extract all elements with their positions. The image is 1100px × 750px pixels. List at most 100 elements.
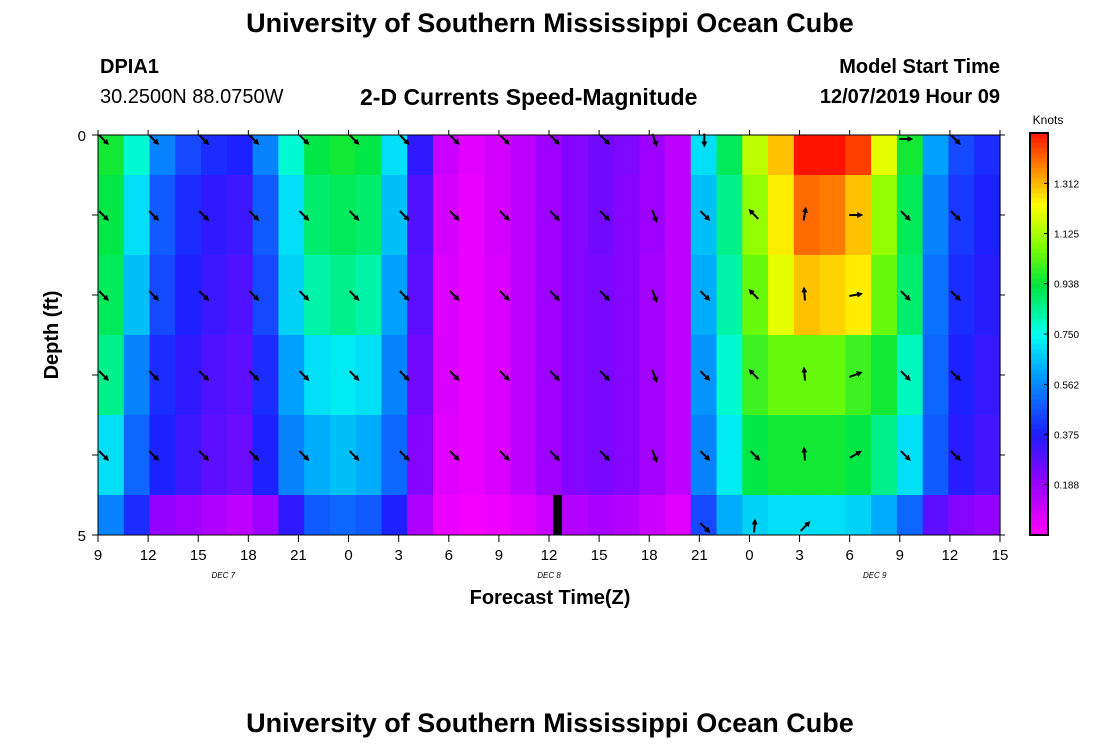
heatmap-cell — [123, 135, 151, 175]
x-tick-label: 3 — [795, 547, 803, 564]
current-arrow — [98, 210, 110, 222]
colorbar-segment — [1030, 138, 1048, 144]
heatmap-cell — [510, 335, 537, 415]
colorbar-segment — [1030, 444, 1048, 451]
heatmap-cell — [252, 255, 279, 335]
heatmap-cell — [845, 415, 872, 495]
current-arrow — [849, 291, 864, 298]
colorbar-segment — [1030, 238, 1048, 245]
heatmap-cell — [793, 335, 821, 415]
page-title: University of Southern Mississippi Ocean… — [246, 8, 854, 38]
colorbar-tick-label: 1.312 — [1054, 179, 1079, 190]
colorbar-segment — [1030, 323, 1048, 330]
colorbar-segment — [1030, 263, 1048, 270]
heatmap-cell — [664, 335, 692, 415]
x-tick-label: 15 — [992, 547, 1009, 564]
current-arrow — [399, 450, 410, 462]
heatmap-cell — [819, 135, 846, 175]
current-arrow — [449, 370, 460, 382]
heatmap-cell — [226, 495, 254, 535]
x-tick-label: 9 — [94, 547, 102, 564]
colorbar-segment — [1030, 349, 1048, 355]
colorbar-tick-label: 0.938 — [1054, 280, 1079, 291]
heatmap-cell — [716, 255, 743, 335]
heatmap-cell — [226, 415, 254, 495]
heatmap-cell — [974, 495, 1001, 535]
heatmap-cell — [458, 255, 486, 335]
current-arrow — [599, 210, 611, 222]
heatmap-cell — [278, 335, 305, 415]
colorbar-segment — [1030, 369, 1048, 375]
heatmap-cell — [123, 335, 151, 415]
heatmap-cell — [561, 255, 589, 335]
current-arrow — [549, 450, 561, 462]
colorbar-segment — [1030, 163, 1048, 169]
colorbar-tick-label: 0.750 — [1054, 330, 1079, 341]
heatmap-cell — [433, 335, 460, 415]
heatmap-cell — [484, 495, 511, 535]
heatmap-cell — [201, 255, 228, 335]
heatmap-cell — [175, 415, 202, 495]
heatmap-cell — [278, 135, 305, 175]
current-arrow — [849, 450, 862, 459]
current-arrow — [298, 290, 310, 302]
colorbar-segment — [1030, 344, 1048, 350]
heatmap-cell — [845, 335, 872, 415]
colorbar-segment — [1030, 273, 1048, 280]
current-arrow — [900, 290, 911, 302]
current-arrow — [198, 370, 210, 382]
colorbar-segment — [1030, 258, 1048, 265]
x-tick-label: 0 — [745, 547, 753, 564]
heatmap-cell — [536, 255, 563, 335]
heatmap-cell — [355, 495, 383, 535]
heatmap-cell — [613, 135, 640, 175]
current-arrow — [651, 289, 658, 304]
heatmap-cell — [793, 255, 821, 335]
colorbar-segment — [1030, 228, 1048, 235]
current-arrow — [248, 450, 260, 462]
colorbar-segment — [1030, 499, 1048, 506]
heatmap-cell — [948, 495, 975, 535]
heatmap-cell — [768, 495, 795, 535]
current-time-marker — [553, 495, 562, 535]
heatmap-cell — [484, 335, 511, 415]
chart-subtitle: 2-D Currents Speed-Magnitude — [360, 84, 698, 110]
current-arrow — [799, 520, 811, 532]
current-arrow — [348, 210, 360, 222]
x-tick-label: 21 — [290, 547, 307, 564]
heatmap-cell — [329, 135, 357, 175]
heatmap-cell — [252, 175, 279, 255]
current-arrow — [348, 134, 360, 146]
y-tick-label: 0 — [78, 128, 86, 145]
heatmap-cell — [613, 335, 640, 415]
heatmap-cell — [639, 255, 666, 335]
heatmap-cell — [922, 255, 950, 335]
y-axis: 05 — [78, 128, 1005, 545]
current-arrow — [599, 450, 611, 462]
colorbar: Knots 1.312 1.125 0.938 0.750 0.562 0.375 0.188 — [1029, 113, 1079, 536]
x-tick-label: 6 — [845, 547, 853, 564]
heatmap-cell — [561, 135, 589, 175]
current-arrow — [751, 518, 758, 533]
heatmap-cell — [304, 255, 331, 335]
heatmap-cell — [175, 495, 202, 535]
model-start-label: Model Start Time — [839, 56, 1000, 78]
current-arrow — [399, 370, 410, 382]
colorbar-segment — [1030, 479, 1048, 486]
heatmap-cell — [484, 415, 511, 495]
heatmap-cell — [226, 175, 254, 255]
heatmap-cell — [252, 495, 279, 535]
current-arrow — [900, 370, 911, 382]
heatmap-cell — [587, 415, 615, 495]
colorbar-segment — [1030, 524, 1048, 531]
date-label: DEC 8 — [537, 571, 561, 580]
x-tick-label: 18 — [240, 547, 257, 564]
heatmap-cell — [639, 415, 666, 495]
y-tick-label: 5 — [78, 528, 86, 545]
heatmap-cell — [278, 495, 305, 535]
heatmap-cell — [329, 335, 357, 415]
current-arrow — [748, 288, 760, 300]
current-arrow — [599, 290, 611, 302]
current-arrow — [950, 370, 961, 382]
heatmap-cell — [304, 175, 331, 255]
